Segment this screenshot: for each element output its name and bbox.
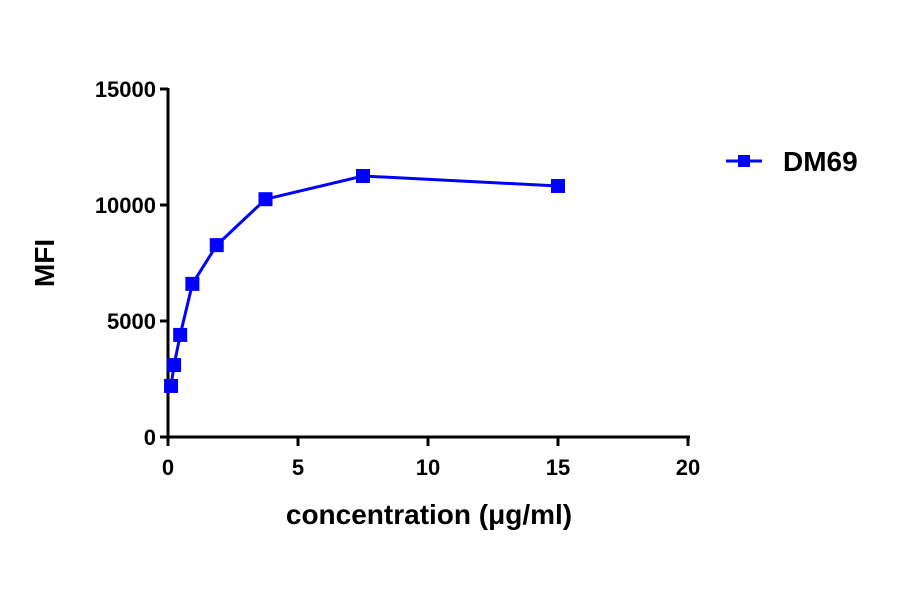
legend-label-dm69: DM69 xyxy=(783,146,858,177)
y-tick-label: 0 xyxy=(144,425,156,450)
data-point-square-icon xyxy=(173,327,188,342)
x-tick-label: 15 xyxy=(546,455,570,480)
legend-square-marker-icon xyxy=(738,155,750,167)
y-tick-label: 5000 xyxy=(107,309,156,334)
data-point-square-icon xyxy=(551,178,565,193)
data-point-square-icon xyxy=(356,169,370,183)
x-tick-label: 10 xyxy=(416,455,440,480)
x-tick-label: 0 xyxy=(162,455,174,480)
y-ticks: 0 5000 10000 15000 xyxy=(95,77,168,450)
data-point-square-icon xyxy=(209,238,224,253)
legend: DM69 xyxy=(726,146,858,177)
axes: 0 5000 10000 15000 0 5 10 15 20 xyxy=(95,77,700,480)
series-line xyxy=(169,174,559,387)
data-series-dm69 xyxy=(164,169,565,393)
data-point-square-icon xyxy=(167,358,182,373)
x-tick-label: 20 xyxy=(676,455,700,480)
y-tick-label: 15000 xyxy=(95,77,156,102)
data-point-square-icon xyxy=(164,378,179,393)
x-axis-title: concentration (μg/ml) xyxy=(286,499,572,530)
x-tick-label: 5 xyxy=(292,455,304,480)
x-ticks: 0 5 10 15 20 xyxy=(162,437,700,480)
data-point-square-icon xyxy=(185,276,200,291)
data-point-square-icon xyxy=(258,192,273,207)
y-axis-title: MFI xyxy=(29,239,60,287)
y-tick-label: 10000 xyxy=(95,193,156,218)
